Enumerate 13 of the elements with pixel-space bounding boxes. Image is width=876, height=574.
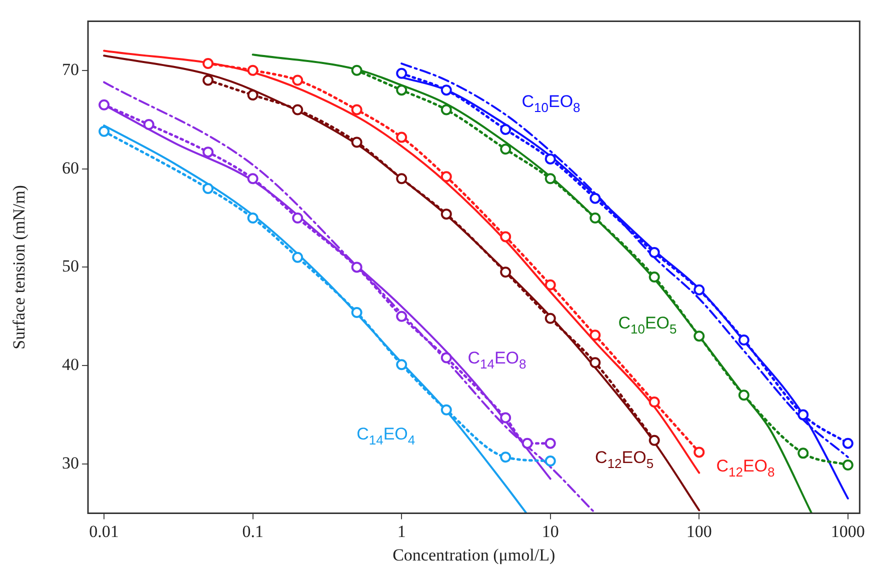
x-axis-title: Concentration (μmol/L) [392,545,556,564]
x-tick-label: 1000 [830,522,865,541]
x-tick-label: 0.01 [89,522,119,541]
x-tick-label: 0.1 [242,522,264,541]
y-tick-label: 70 [62,60,79,79]
y-tick-label: 30 [62,453,79,472]
x-tick-label: 1 [397,522,406,541]
y-tick-label: 50 [62,256,79,276]
x-tick-label: 100 [686,522,712,541]
x-tick-label: 10 [542,522,559,541]
y-tick-label: 40 [62,355,79,374]
y-tick-label: 60 [62,158,79,178]
y-axis-title: Surface tension (mN/m) [10,185,29,350]
